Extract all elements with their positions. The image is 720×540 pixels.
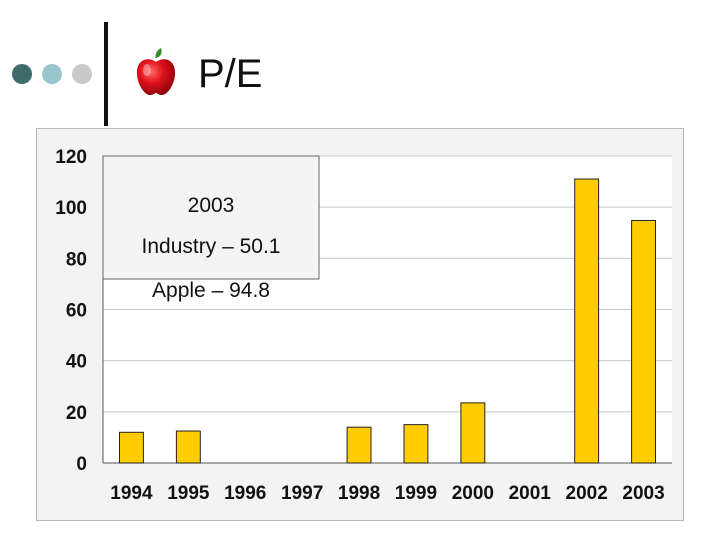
teal-dot-icon — [12, 64, 32, 84]
nav-dots — [12, 64, 94, 86]
y-tick-label: 60 — [66, 301, 87, 322]
y-tick-label: 80 — [66, 249, 87, 270]
chart-svg: 0 20 40 60 80 100 120 1994 1995 1996 1997 1998 1999 2… — [36, 128, 684, 521]
x-tick-label: 2003 — [622, 483, 664, 504]
bar-1995 — [175, 430, 201, 464]
bar-1994 — [119, 431, 144, 464]
x-tick-label: 2001 — [509, 483, 552, 504]
slide-title: P/E — [198, 52, 263, 96]
y-tick-label: 20 — [66, 403, 87, 424]
bar-2002 — [574, 178, 600, 464]
annotation-line: Industry – 50.1 — [142, 235, 281, 258]
y-tick-label: 100 — [55, 198, 87, 219]
light-teal-dot-icon — [42, 64, 62, 84]
x-tick-label: 1994 — [110, 483, 153, 504]
pe-chart: 0 20 40 60 80 100 120 1994 1995 1996 1997 1998 1999 2… — [36, 128, 684, 521]
bar-2003 — [631, 219, 656, 464]
x-tick-label: 1999 — [395, 483, 437, 504]
title-divider — [104, 22, 108, 126]
x-tick-label: 2002 — [566, 483, 608, 504]
x-tick-label: 1998 — [338, 483, 380, 504]
y-tick-label: 0 — [76, 454, 87, 475]
bar-1999 — [403, 424, 429, 464]
annotation-box — [102, 155, 320, 280]
bar-1998 — [346, 426, 372, 464]
gray-dot-icon — [72, 64, 92, 84]
annotation-line: 2003 — [188, 194, 235, 217]
apple-logo-icon — [136, 48, 176, 96]
bar-2000 — [460, 402, 486, 464]
y-tick-label: 40 — [66, 352, 87, 373]
annotation-line: Apple – 94.8 — [152, 279, 270, 302]
x-tick-label: 1997 — [281, 483, 323, 504]
x-tick-label: 1996 — [224, 483, 266, 504]
x-tick-label: 1995 — [167, 483, 210, 504]
x-tick-label: 2000 — [452, 483, 494, 504]
y-tick-label: 120 — [55, 147, 87, 168]
